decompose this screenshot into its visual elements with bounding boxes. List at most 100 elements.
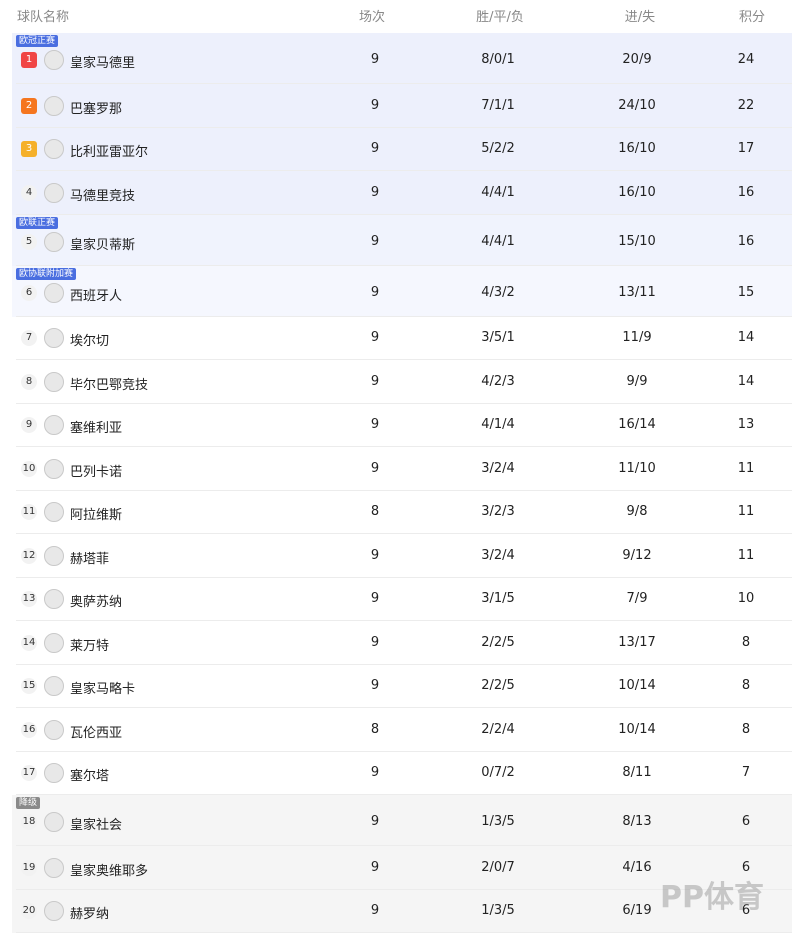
team-name: 塞维利亚 xyxy=(70,421,123,437)
row-divider xyxy=(16,751,792,752)
rank: 2 xyxy=(21,97,37,114)
played: 9 xyxy=(370,460,380,476)
played: 9 xyxy=(370,52,380,67)
team-logo xyxy=(44,415,64,436)
team-name: 阿拉维斯 xyxy=(70,508,123,524)
zone-tag: 降级 xyxy=(16,797,41,809)
row-divider xyxy=(16,214,792,215)
group-background xyxy=(12,214,792,266)
team-logo xyxy=(44,676,64,697)
goals: 10/14 xyxy=(618,721,656,737)
played: 9 xyxy=(370,678,380,694)
team-name: 比利亚雷亚尔 xyxy=(70,145,149,161)
team-name: 赫塔菲 xyxy=(70,551,110,567)
goals: 8/11 xyxy=(622,765,652,781)
goals: 16/14 xyxy=(618,417,656,433)
record: 5/2/2 xyxy=(481,141,515,157)
watermark: PP体育 xyxy=(660,880,764,915)
header-goals: 进/失 xyxy=(624,10,656,25)
group-background xyxy=(12,265,792,317)
group-background xyxy=(12,33,792,215)
header-points: 积分 xyxy=(738,10,766,25)
played: 9 xyxy=(370,373,380,389)
team-name: 皇家马德里 xyxy=(70,56,136,71)
rank: 9 xyxy=(21,417,37,434)
rank: 3 xyxy=(21,141,37,158)
points: 16 xyxy=(737,184,755,200)
row-divider xyxy=(16,265,792,266)
record: 2/2/4 xyxy=(481,721,515,737)
header-played: 场次 xyxy=(358,10,386,25)
goals: 16/10 xyxy=(618,184,656,200)
played: 9 xyxy=(370,547,380,563)
goals: 6/19 xyxy=(622,903,652,919)
record: 4/1/4 xyxy=(481,417,515,433)
rank: 11 xyxy=(21,504,37,521)
row-divider xyxy=(16,845,792,846)
team-name: 巴列卡诺 xyxy=(70,464,123,480)
goals: 13/11 xyxy=(618,284,656,300)
record: 3/2/4 xyxy=(481,460,515,476)
goals: 10/14 xyxy=(618,678,656,694)
record: 2/2/5 xyxy=(481,678,515,694)
team-logo xyxy=(44,545,64,566)
team-name: 皇家社会 xyxy=(70,818,123,833)
points: 7 xyxy=(741,765,751,781)
row-divider xyxy=(16,620,792,621)
rank: 18 xyxy=(21,814,37,830)
team-name: 西班牙人 xyxy=(70,288,123,304)
played: 9 xyxy=(370,765,380,781)
played: 8 xyxy=(370,504,380,520)
points: 16 xyxy=(737,233,755,249)
record: 0/7/2 xyxy=(481,765,515,781)
team-logo xyxy=(44,632,64,653)
row-divider xyxy=(16,889,792,890)
played: 9 xyxy=(370,184,380,200)
team-name: 塞尔塔 xyxy=(70,769,110,785)
team-logo xyxy=(44,50,64,70)
team-name: 埃尔切 xyxy=(70,334,110,350)
record: 3/2/3 xyxy=(481,504,515,520)
team-name: 皇家奥维耶多 xyxy=(70,863,149,879)
rank: 7 xyxy=(21,330,37,347)
points: 8 xyxy=(741,721,751,737)
goals: 8/13 xyxy=(622,814,652,829)
rank: 13 xyxy=(21,591,37,608)
zone-tag: 欧协联附加赛 xyxy=(16,267,77,280)
goals: 24/10 xyxy=(618,97,656,113)
team-logo xyxy=(44,763,64,784)
team-name: 毕尔巴鄂竞技 xyxy=(70,377,149,393)
team-logo xyxy=(44,458,64,479)
rank: 4 xyxy=(21,184,37,201)
group-background xyxy=(12,795,792,933)
goals: 20/9 xyxy=(622,52,652,67)
team-logo xyxy=(44,95,64,116)
team-name: 皇家马略卡 xyxy=(70,682,136,698)
record: 1/3/5 xyxy=(481,814,515,829)
row-divider xyxy=(16,577,792,578)
points: 17 xyxy=(737,141,755,157)
points: 14 xyxy=(737,330,755,346)
team-logo xyxy=(44,282,64,303)
played: 9 xyxy=(370,97,380,113)
goals: 15/10 xyxy=(618,233,656,249)
record: 3/5/1 xyxy=(481,330,515,346)
team-logo xyxy=(44,231,64,252)
team-logo xyxy=(44,589,64,610)
points: 13 xyxy=(737,417,755,433)
points: 8 xyxy=(741,678,751,694)
record: 3/2/4 xyxy=(481,547,515,563)
team-logo xyxy=(44,182,64,203)
record: 4/4/1 xyxy=(481,184,515,200)
record: 3/1/5 xyxy=(481,591,515,607)
record: 4/3/2 xyxy=(481,284,515,300)
team-logo xyxy=(44,139,64,160)
record: 8/0/1 xyxy=(481,52,515,67)
played: 9 xyxy=(370,141,380,157)
goals: 11/9 xyxy=(622,330,652,346)
record: 7/1/1 xyxy=(481,97,515,113)
points: 11 xyxy=(737,504,755,520)
record: 4/4/1 xyxy=(481,233,515,249)
header-team: 球队名称 xyxy=(17,10,70,25)
